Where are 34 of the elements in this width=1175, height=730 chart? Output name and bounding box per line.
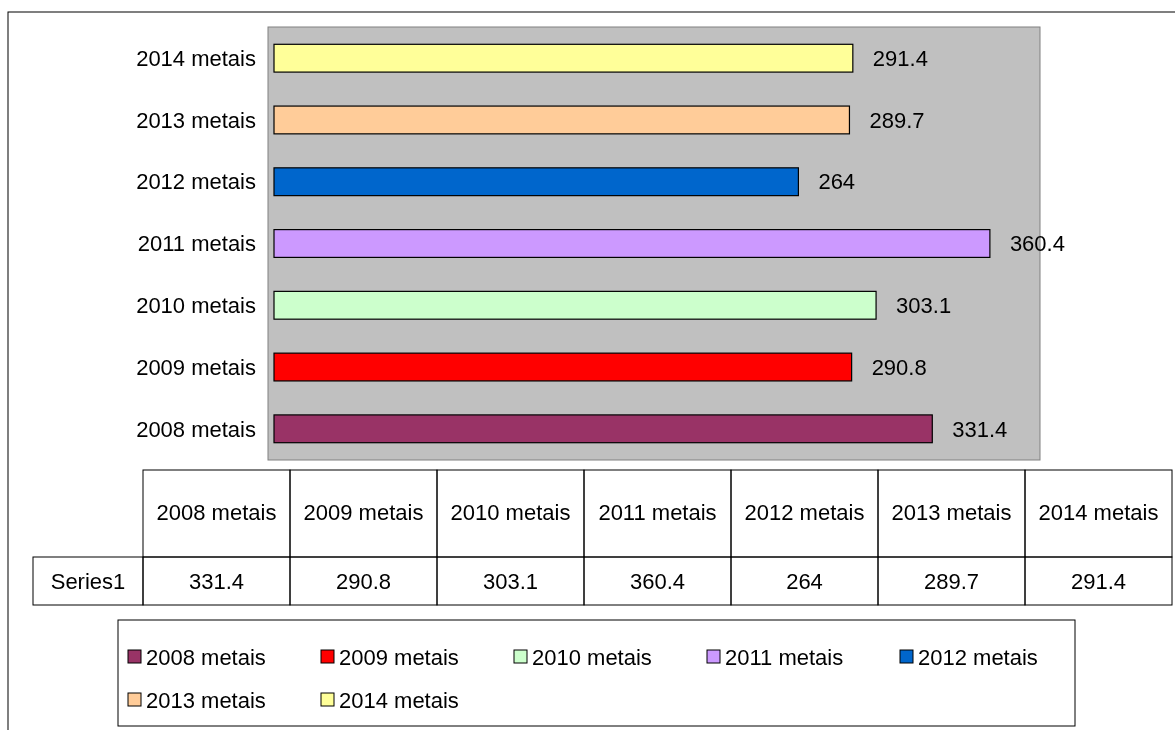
data-label: 331.4 bbox=[952, 416, 1008, 442]
y-tick-label: 2013 metais bbox=[136, 107, 256, 133]
category-label: 2012 metais bbox=[918, 644, 1038, 670]
data-label: 360.4 bbox=[629, 569, 686, 594]
data-label: 289.7 bbox=[869, 107, 925, 133]
data-label: 291.4 bbox=[1070, 569, 1127, 594]
text: Series1 bbox=[50, 569, 126, 594]
data-label: 289.7 bbox=[923, 569, 980, 594]
category-label: 2010 metais bbox=[532, 644, 652, 670]
category-label: 2012 metais bbox=[744, 500, 865, 525]
data-label: 290.8 bbox=[335, 569, 392, 594]
category-label: 2008 metais bbox=[156, 500, 277, 525]
category-label: 2009 metais bbox=[303, 500, 424, 525]
y-tick-label: 2008 metais bbox=[136, 416, 256, 442]
category-label: 2011 metais bbox=[725, 644, 844, 670]
data-label: 264 bbox=[818, 169, 856, 195]
data-label: 303.1 bbox=[896, 292, 952, 318]
category-label: 2009 metais bbox=[339, 644, 459, 670]
category-label: 2011 metais bbox=[598, 500, 717, 525]
y-tick-label: 2011 metais bbox=[137, 231, 256, 257]
y-tick-label: 2012 metais bbox=[136, 169, 256, 195]
data-label: 290.8 bbox=[871, 354, 927, 380]
y-tick-label: 2009 metais bbox=[136, 354, 256, 380]
y-tick-label: 2014 metais bbox=[136, 45, 256, 71]
data-label: 303.1 bbox=[482, 569, 539, 594]
category-label: 2010 metais bbox=[450, 500, 571, 525]
data-label: 264 bbox=[786, 569, 823, 594]
data-label: 291.4 bbox=[872, 45, 928, 71]
data-label: 360.4 bbox=[1009, 231, 1065, 257]
y-tick-label: 2010 metais bbox=[136, 292, 256, 318]
category-label: 2013 metais bbox=[891, 500, 1012, 525]
category-label: 2014 metais bbox=[1038, 500, 1159, 525]
category-label: 2014 metais bbox=[339, 687, 459, 713]
data-label: 331.4 bbox=[188, 569, 245, 594]
